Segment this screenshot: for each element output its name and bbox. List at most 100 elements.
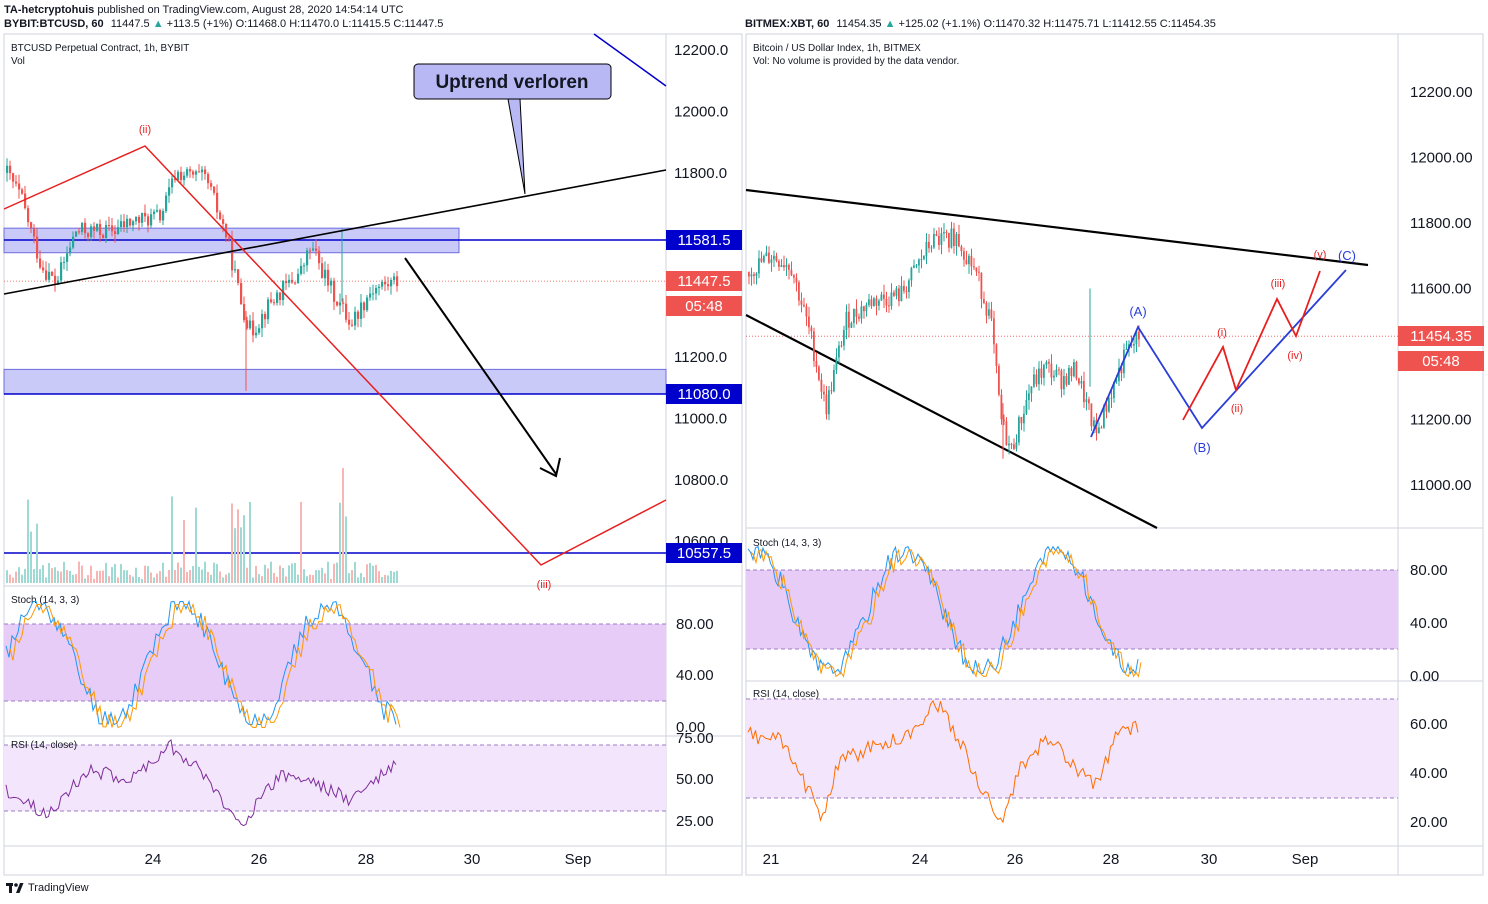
left-price-tag: 11447.5: [677, 273, 730, 290]
left-volume-bar: [186, 571, 188, 583]
left-candle-body: [351, 324, 354, 326]
left-volume-bar: [51, 568, 53, 583]
right-price-tag-bg: [1398, 351, 1484, 371]
right-candle-body: [995, 344, 998, 366]
left-volume-bar: [87, 575, 89, 583]
right-change: +125.02 (+1.1%): [898, 18, 981, 30]
left-volume-bar: [273, 572, 275, 583]
left-candle-body: [288, 279, 291, 283]
left-candle-body: [192, 171, 195, 175]
tradingview-logo[interactable]: TradingView: [6, 882, 89, 894]
right-price-tag-bg: [1398, 326, 1484, 346]
left-candle-body: [45, 270, 48, 280]
left-volume-bar: [300, 502, 302, 583]
left-candle-body: [279, 292, 282, 301]
left-rsi-band: [4, 745, 666, 811]
right-stoch-band: [746, 570, 1398, 649]
right-candle-body: [750, 274, 753, 277]
left-price-tag-bg: [666, 230, 742, 250]
right-candle-body: [880, 294, 883, 301]
right-candle-body: [960, 246, 963, 252]
left-volume-bar: [102, 570, 104, 583]
right-time-tick: 24: [912, 851, 929, 868]
left-o-label: O:: [235, 18, 248, 30]
right-candle-body: [1028, 393, 1030, 400]
left-candle-body: [207, 174, 210, 184]
left-volume-bar: [48, 563, 50, 583]
left-candle-body: [138, 216, 141, 223]
left-symbol[interactable]: BYBIT:BTCUSD, 60: [4, 18, 104, 30]
left-candle-body: [27, 208, 30, 223]
right-candle-body: [1085, 399, 1088, 403]
left-candle-body: [126, 218, 129, 228]
right-wave-label: (iv): [1287, 350, 1302, 362]
right-candle-body: [858, 316, 860, 319]
left-candle-body: [270, 299, 273, 303]
left-volume-bar: [153, 577, 155, 583]
left-volume-bar: [78, 561, 80, 583]
right-candle-body: [940, 233, 943, 245]
left-price-tag-bg: [666, 296, 742, 316]
left-volume-bar: [150, 572, 152, 583]
left-rsi-tick: 50.00: [676, 771, 714, 788]
left-candle-body: [225, 223, 228, 238]
right-frame: [745, 33, 1484, 876]
right-candle-body: [933, 234, 935, 248]
left-change-arrow-icon: ▲: [152, 18, 164, 30]
left-candle-body: [336, 301, 339, 306]
left-volume-bar: [222, 577, 224, 583]
left-volume-bar: [324, 573, 326, 583]
left-volume-bar: [339, 502, 341, 583]
left-volume-bar: [129, 574, 131, 583]
right-candle-body: [900, 285, 903, 302]
left-candle-body: [105, 225, 108, 238]
left-candle-body: [339, 302, 342, 306]
left-volume-bar: [381, 577, 383, 583]
left-candle-body: [255, 332, 258, 336]
left-volume-bar: [216, 564, 218, 583]
right-candle-body: [753, 274, 755, 277]
left-volume-bar: [387, 575, 389, 583]
left-volume-bar: [270, 561, 272, 583]
right-candle-body: [873, 298, 875, 307]
right-candle-body: [910, 267, 913, 281]
left-volume-bar: [246, 567, 248, 583]
left-price-tag: 11080.0: [677, 386, 730, 403]
right-candle-body: [1048, 361, 1050, 364]
right-candle-body: [1030, 386, 1033, 394]
right-candle-body: [770, 259, 773, 263]
left-candle-body: [102, 234, 105, 238]
left-wave-label-iii: (iii): [537, 579, 552, 591]
left-volume-bar: [255, 565, 257, 583]
right-candle-body: [805, 306, 808, 317]
left-volume-bar: [201, 569, 203, 583]
right-candle-body: [1005, 421, 1008, 446]
left-candle-body: [333, 280, 336, 302]
right-wave-label: (iii): [1271, 278, 1286, 290]
left-candle-body: [384, 281, 387, 285]
left-support-zone: [3, 368, 667, 395]
left-volume-bar: [369, 562, 371, 583]
right-candle-body: [913, 265, 915, 268]
left-candle-body: [387, 284, 390, 287]
right-lower-triangle-line: [745, 314, 1158, 529]
right-candle-body: [835, 357, 838, 370]
right-candle-body: [1018, 417, 1020, 443]
right-candle-body: [860, 306, 863, 319]
left-candle-body: [171, 178, 174, 188]
left-price-tick: 12200.0: [674, 42, 728, 59]
author-name[interactable]: TA-hetcryptohuis: [4, 4, 95, 16]
left-candle-body: [108, 225, 111, 227]
left-price-tick: 12000.0: [674, 104, 728, 121]
left-candle-body: [66, 253, 69, 262]
left-volume-bar: [84, 578, 86, 583]
tradingview-brand: TradingView: [28, 882, 89, 894]
left-price-tag: 11581.5: [677, 232, 730, 249]
right-candle-body: [1055, 369, 1058, 376]
left-volume-bar: [378, 571, 380, 583]
right-candle-body: [1068, 367, 1070, 385]
right-symbol[interactable]: BITMEX:XBT, 60: [745, 18, 830, 30]
left-candle-body: [342, 302, 345, 304]
left-rsi-line: [5, 738, 397, 827]
